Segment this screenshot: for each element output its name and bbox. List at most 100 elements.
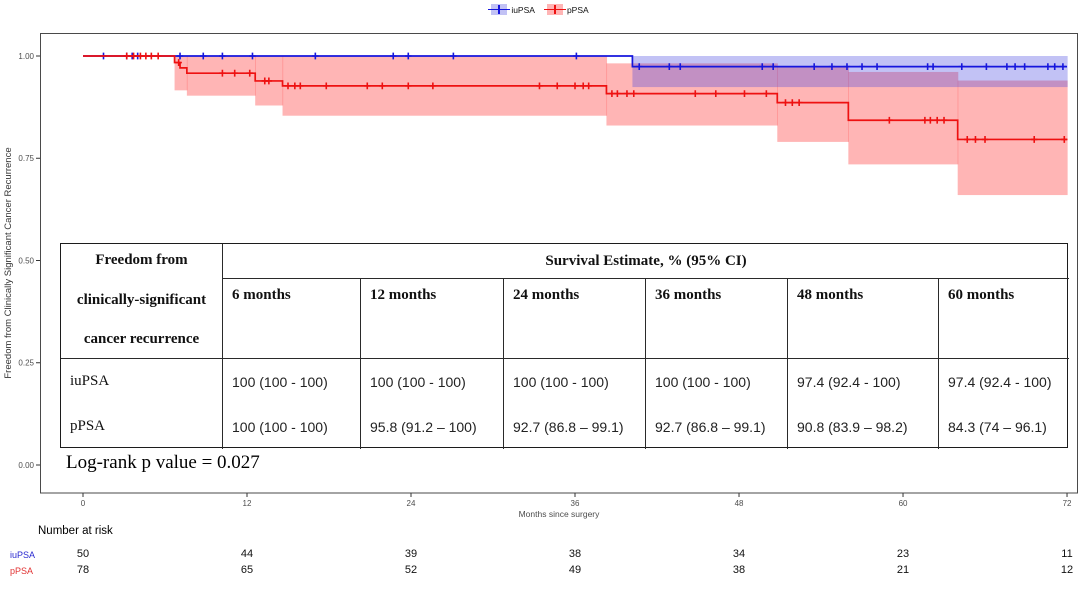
- table-value: 92.7 (86.8 – 99.1): [504, 404, 646, 449]
- pPSA-censor-mark: [246, 69, 253, 77]
- pPSA-censor-mark: [623, 90, 631, 98]
- pPSA-censor-mark: [630, 90, 637, 98]
- y-axis-title: Freedom from Clinically Significant Canc…: [3, 147, 14, 378]
- pPSA-censor-mark: [933, 116, 941, 124]
- pPSA-censor-mark: [291, 82, 299, 90]
- table-row-label: pPSA: [61, 404, 223, 449]
- iuPSA-censor-mark: [1044, 63, 1052, 71]
- pPSA-censor-mark: [571, 82, 579, 90]
- pPSA-censor-mark: [364, 82, 371, 90]
- table-value: 100 (100 - 100): [361, 359, 504, 404]
- y-tick-label: 0.50: [18, 256, 34, 265]
- risk-count: 49: [568, 564, 582, 576]
- table-value: 95.8 (91.2 – 100): [361, 404, 504, 449]
- pPSA-censor-mark: [795, 99, 803, 107]
- pPSA-censor-mark: [789, 99, 796, 107]
- legend-label: iuPSA: [511, 4, 535, 15]
- table-value: 100 (100 - 100): [646, 359, 788, 404]
- iuPSA-censor-mark: [312, 52, 319, 60]
- pPSA-censor-mark: [940, 116, 948, 124]
- pPSA-censor-mark: [763, 90, 770, 98]
- legend-key-icon: [488, 4, 511, 15]
- table-value: 100 (100 - 100): [223, 404, 361, 449]
- x-tick-label: 60: [899, 499, 908, 508]
- iuPSA-censor-mark: [200, 52, 207, 60]
- legend-plus-icon: [553, 5, 556, 14]
- x-tick-label: 72: [1063, 499, 1072, 508]
- x-tick-label: 12: [243, 499, 252, 508]
- table-col-header: 60 months: [939, 279, 1069, 359]
- y-tick-label: 0.00: [18, 461, 34, 470]
- risk-row-label: iuPSA: [10, 550, 36, 560]
- pPSA-censor-mark: [580, 82, 587, 90]
- risk-count: 11: [1061, 548, 1073, 560]
- pPSA-ci-band: [777, 67, 849, 142]
- pPSA-censor-mark: [231, 69, 238, 77]
- iuPSA-censor-mark: [769, 63, 777, 71]
- table-col-header: 24 months: [504, 279, 646, 359]
- y-tick-label: 1.00: [18, 52, 34, 61]
- iuPSA-censor-mark: [958, 63, 965, 71]
- risk-count: 34: [732, 548, 746, 560]
- pPSA-censor-mark: [608, 90, 616, 98]
- table-value: 90.8 (83.9 – 98.2): [788, 404, 939, 449]
- plot-panel-border: [40, 33, 1078, 494]
- table-value: 100 (100 - 100): [223, 359, 361, 404]
- y-tick-label: 0.75: [18, 154, 34, 163]
- table-col-header: 12 months: [361, 279, 504, 359]
- risk-count: 38: [732, 564, 746, 576]
- legend-plus-icon: [498, 5, 500, 14]
- pPSA-censor-mark: [886, 116, 893, 124]
- table-span-header: Survival Estimate, % (95% CI): [223, 244, 1069, 279]
- table-col-header: 36 months: [646, 279, 788, 359]
- iuPSA-censor-mark: [636, 63, 643, 71]
- legend-item-iuPSA: iuPSA: [488, 4, 535, 15]
- table-col-header: 6 months: [223, 279, 361, 359]
- pPSA-censor-mark: [175, 59, 182, 66]
- pPSA-censor-mark: [1031, 136, 1038, 143]
- legend-key-icon: [543, 4, 566, 15]
- iuPSA-censor-mark: [810, 63, 818, 71]
- x-tick-label: 36: [571, 499, 580, 508]
- iuPSA-censor-mark: [929, 63, 937, 71]
- iuPSA-censor-mark: [983, 63, 990, 71]
- row-header-line: cancer recurrence: [83, 331, 200, 347]
- risk-count: 39: [404, 548, 418, 560]
- x-tick-label: 24: [407, 499, 416, 508]
- table-value: 97.4 (92.4 - 100): [788, 359, 939, 404]
- iuPSA-censor-mark: [176, 52, 184, 60]
- pPSA-censor-mark: [148, 52, 155, 60]
- risk-count: 23: [896, 548, 910, 560]
- y-tick-label: 0.25: [18, 359, 34, 368]
- risk-count: 50: [76, 548, 90, 560]
- x-tick-label: 48: [735, 499, 744, 508]
- pPSA-censor-mark: [782, 99, 789, 107]
- iuPSA-censor-mark: [759, 63, 766, 71]
- iuPSA-censor-mark: [1021, 63, 1028, 71]
- pPSA-censor-mark: [137, 52, 144, 60]
- iuPSA-censor-mark: [666, 63, 673, 71]
- pPSA-censor-mark: [219, 69, 226, 77]
- pPSA-censor-mark: [123, 52, 130, 60]
- legend-item-pPSA: pPSA: [543, 4, 589, 15]
- pPSA-censor-mark: [297, 82, 304, 90]
- plot-legend: iuPSA pPSA: [0, 4, 1080, 15]
- iuPSA-censor-mark: [405, 52, 412, 60]
- risk-row-label: pPSA: [10, 566, 34, 576]
- table-value: 97.4 (92.4 - 100): [948, 373, 1052, 390]
- pPSA-ci-band: [186, 56, 256, 96]
- survival-estimate-table: Freedom from clinically-significant canc…: [60, 243, 1069, 449]
- iuPSA-censor-mark: [1011, 63, 1019, 71]
- pPSA-censor-mark: [741, 90, 748, 98]
- pPSA-censor-mark: [692, 90, 699, 98]
- iuPSA-censor-mark: [858, 63, 866, 71]
- pPSA-ci-band: [174, 56, 188, 91]
- table-row-header: Freedom from clinically-significant canc…: [61, 244, 223, 359]
- pPSA-censor-mark: [712, 90, 719, 98]
- risk-count: 44: [240, 548, 254, 560]
- row-header-line: Freedom from: [95, 252, 188, 268]
- iuPSA-censor-mark: [677, 63, 684, 71]
- pPSA-censor-mark: [614, 90, 621, 98]
